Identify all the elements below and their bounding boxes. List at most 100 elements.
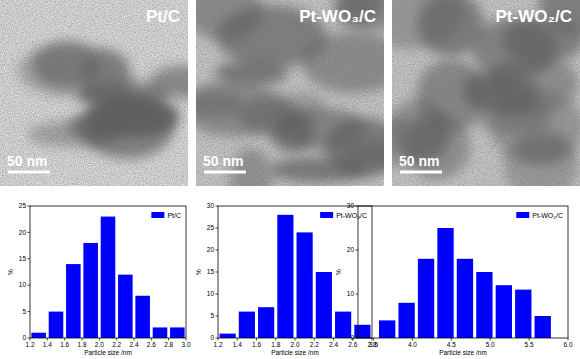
bar [220, 334, 236, 338]
x-tick-label: 1.2 [213, 341, 222, 348]
y-tick-label: 20 [207, 246, 215, 253]
y-tick [28, 285, 31, 286]
y-tick-label: 10 [347, 290, 355, 297]
bar [31, 333, 46, 338]
histogram: 3.54.04.55.05.56.00102030Particle size /… [335, 202, 573, 356]
x-tick-label: 2.2 [112, 341, 121, 348]
x-tick-label: 2.4 [129, 341, 138, 348]
x-tick-label: 1.8 [271, 341, 280, 348]
y-tick [216, 272, 219, 273]
y-axis-label: % [7, 269, 14, 275]
scale-bar-label: 50 nm [203, 153, 243, 169]
y-tick-label: 15 [207, 268, 215, 275]
bars [220, 215, 371, 338]
legend-label: Pt-WO₂/C [532, 212, 563, 219]
y-axis-label: % [195, 269, 202, 275]
x-tick-label: 3.0 [181, 341, 190, 348]
y-tick-label: 10 [19, 281, 27, 288]
y-tick [28, 206, 31, 207]
figure: Pt/C 50 nm Pt-WO₃/C 50 nm Pt-WO₂/C 50 nm 1.2 1.… [0, 0, 580, 359]
bar [83, 243, 98, 338]
image-background [0, 0, 188, 186]
x-tick-label: 1.4 [233, 341, 242, 348]
bar [535, 316, 551, 338]
y-tick [28, 232, 31, 233]
scale-bar [204, 171, 246, 174]
y-tick [356, 206, 359, 207]
bar [418, 259, 434, 338]
y-tick-label: 0 [350, 334, 354, 341]
y-tick [216, 228, 219, 229]
bar [496, 285, 512, 338]
y-tick [28, 338, 31, 339]
image-grain [392, 0, 580, 186]
x-tick-label: 6.0 [563, 341, 572, 348]
bar [277, 215, 293, 338]
plot-frame [358, 206, 568, 338]
bar [316, 272, 332, 338]
y-tick [216, 316, 219, 317]
y-tick-label: 10 [207, 290, 215, 297]
plot-frame [30, 206, 186, 338]
x-tick-label: 2.6 [147, 341, 156, 348]
tem-image [196, 0, 384, 186]
x-tick-label: 1.6 [60, 341, 69, 348]
bar [66, 264, 81, 338]
x-axis-label: Particle size /nm [271, 349, 319, 356]
x-tick-label: 1.8 [77, 341, 86, 348]
legend-swatch [151, 212, 164, 218]
histogram: 1.21.41.61.82.02.22.42.62.83.00510152025… [7, 202, 191, 356]
x-tick-label: 3.5 [369, 341, 378, 348]
y-tick [356, 338, 359, 339]
bar [297, 232, 313, 338]
y-tick-label: 20 [19, 229, 27, 236]
scale-bar [400, 171, 442, 174]
bar [258, 307, 274, 338]
x-tick-label: 2.6 [348, 341, 357, 348]
bar [457, 259, 473, 338]
x-axis-label: Particle size /nm [439, 349, 487, 356]
image-label: Pt-WO₃/C [299, 7, 376, 26]
bar [335, 312, 351, 338]
y-tick-label: 15 [19, 255, 27, 262]
y-tick [216, 294, 219, 295]
scale-bar [8, 171, 50, 174]
bar [101, 217, 116, 338]
plot-frame [218, 206, 372, 338]
legend: Pt-WO₃/C [320, 212, 367, 219]
y-tick-label: 25 [19, 202, 27, 209]
y-tick-label: 0 [210, 334, 214, 341]
bar [239, 312, 255, 338]
y-axis-label: % [335, 269, 342, 275]
y-tick-label: 30 [347, 202, 355, 209]
x-tick-label: 1.2 [25, 341, 34, 348]
image-grain [196, 0, 384, 186]
x-axis-label: Particle size /nm [84, 349, 132, 356]
bar [379, 320, 395, 338]
x-tick-label: 2.8 [164, 341, 173, 348]
histogram: 1.21.41.61.82.02.22.42.62.8051015202530P… [195, 202, 377, 356]
bar [437, 228, 453, 338]
x-tick-label: 2.0 [290, 341, 299, 348]
y-tick [356, 250, 359, 251]
y-tick [356, 294, 359, 295]
bar [515, 290, 531, 338]
y-tick [28, 311, 31, 312]
bar [153, 327, 168, 338]
tem-image [392, 0, 580, 186]
image-label: Pt/C [146, 7, 180, 26]
y-tick-label: 20 [347, 246, 355, 253]
x-tick-label: 2.4 [329, 341, 338, 348]
legend-swatch [516, 212, 529, 218]
bars [379, 228, 551, 338]
bar [135, 296, 150, 338]
scale-bar-label: 50 nm [399, 153, 439, 169]
y-tick [216, 338, 219, 339]
y-tick [28, 258, 31, 259]
bar [398, 303, 414, 338]
image-label: Pt-WO₂/C [496, 7, 572, 26]
legend: Pt-WO₂/C [516, 212, 563, 219]
y-tick [216, 250, 219, 251]
bars [31, 217, 184, 338]
scale-bar-label: 50 nm [7, 153, 47, 169]
